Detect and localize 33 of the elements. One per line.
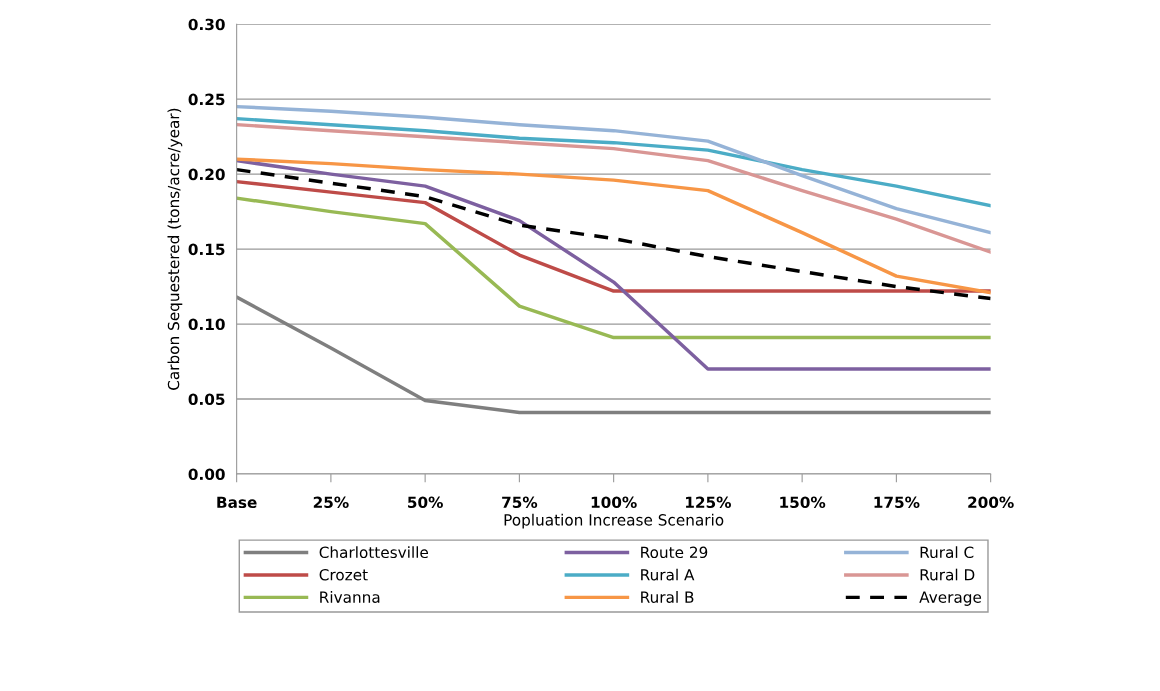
x-tick-label: 125% (686, 496, 731, 509)
legend-label: Average (919, 591, 982, 606)
line-series (236, 158, 991, 371)
y-tick-label: 0.25 (188, 93, 225, 106)
line-series (236, 122, 991, 254)
x-tick-label: 25% (313, 496, 349, 509)
y-tick-label: 0.20 (188, 168, 225, 181)
legend-label: Crozet (319, 568, 368, 581)
line-series (236, 116, 991, 208)
line-series (236, 196, 991, 340)
x-tick-label: 100% (591, 496, 637, 509)
y-tick-label: 0.00 (188, 468, 225, 481)
legend-label: Rural C (920, 546, 974, 559)
line-series (236, 295, 991, 415)
legend-label: Rivanna (320, 591, 380, 603)
x-tick-label: 75% (502, 496, 538, 509)
legend-label: Route 29 (641, 546, 708, 559)
x-tick-label: 175% (874, 496, 920, 509)
x-tick-label: 50% (408, 496, 443, 509)
legend-label: Rural B (641, 591, 694, 603)
x-axis-title: Popluation Increase Scenario (504, 513, 724, 529)
y-tick-label: 0.15 (188, 243, 225, 256)
legend-label: Rural D (920, 568, 975, 581)
x-tick-label: 150% (780, 496, 826, 509)
y-tick-label: 0.05 (188, 393, 225, 406)
line-series (236, 104, 991, 235)
x-tick-label: 200% (968, 496, 1014, 509)
legend-label: Charlottesville (319, 546, 429, 559)
y-tick-label: 0.30 (188, 18, 225, 31)
x-tick-label: Base (217, 496, 257, 509)
y-tick-label: 0.10 (188, 318, 225, 331)
legend-label: Rural A (641, 568, 695, 581)
y-axis-title: Carbon Sequestered (tons/acre/year) (167, 108, 183, 390)
